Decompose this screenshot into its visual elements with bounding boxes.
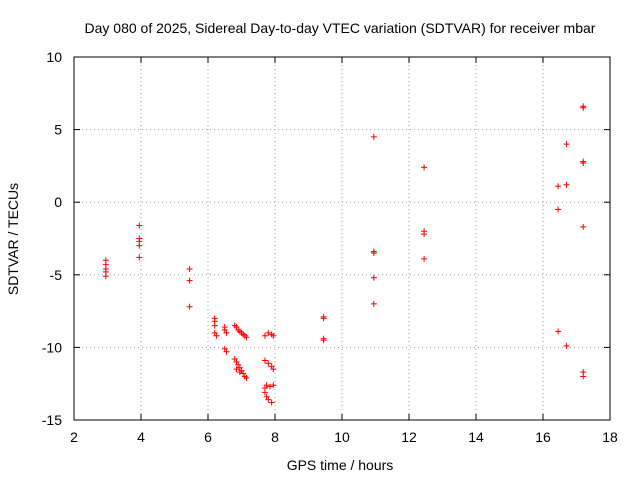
- y-tick-label: 5: [54, 122, 62, 138]
- data-point: [243, 374, 250, 381]
- data-point: [261, 357, 268, 364]
- data-point: [370, 250, 377, 257]
- data-point: [236, 369, 243, 376]
- data-point: [580, 223, 587, 230]
- data-point: [223, 329, 230, 336]
- data-point: [136, 222, 143, 229]
- data-point: [263, 382, 270, 389]
- y-tick-label: -10: [42, 339, 62, 355]
- data-point: [211, 322, 218, 329]
- data-point: [265, 360, 272, 367]
- y-tick-label: 0: [54, 194, 62, 210]
- x-tick-label: 2: [70, 429, 78, 445]
- data-point: [563, 342, 570, 349]
- data-point: [270, 366, 277, 373]
- data-point: [421, 231, 428, 238]
- x-tick-label: 8: [271, 429, 279, 445]
- data-point: [265, 396, 272, 403]
- data-point: [186, 265, 193, 272]
- chart-title: Day 080 of 2025, Sidereal Day-to-day VTE…: [85, 20, 596, 36]
- x-tick-label: 12: [401, 429, 417, 445]
- data-point: [555, 206, 562, 213]
- grid-lines: [74, 57, 610, 420]
- data-point: [213, 332, 220, 339]
- data-point: [261, 389, 268, 396]
- data-point: [265, 329, 272, 336]
- data-point: [243, 334, 250, 341]
- data-point: [270, 382, 277, 389]
- data-point: [370, 274, 377, 281]
- data-point: [580, 159, 587, 166]
- x-axis-label: GPS time / hours: [287, 457, 394, 473]
- x-tick-label: 6: [204, 429, 212, 445]
- x-tick-label: 18: [602, 429, 618, 445]
- y-tick-label: -15: [42, 412, 62, 428]
- data-point: [370, 300, 377, 307]
- data-point: [136, 242, 143, 249]
- data-point: [370, 133, 377, 140]
- data-points: [102, 103, 587, 406]
- data-point: [563, 141, 570, 148]
- data-point: [136, 254, 143, 261]
- data-point: [233, 366, 240, 373]
- x-tick-label: 16: [535, 429, 551, 445]
- data-point: [186, 277, 193, 284]
- data-point: [266, 383, 273, 390]
- data-point: [320, 315, 327, 322]
- data-point: [563, 181, 570, 188]
- x-tick-label: 4: [137, 429, 145, 445]
- data-point: [223, 348, 230, 355]
- data-point: [268, 399, 275, 406]
- x-tick-label: 14: [468, 429, 484, 445]
- data-point: [580, 104, 587, 111]
- data-point: [555, 328, 562, 335]
- data-point: [421, 255, 428, 262]
- x-tick-label: 10: [334, 429, 350, 445]
- data-point: [261, 332, 268, 339]
- data-point: [555, 183, 562, 190]
- data-point: [421, 164, 428, 171]
- data-point: [102, 273, 109, 280]
- data-point: [270, 332, 277, 339]
- y-axis-label: SDTVAR / TECUs: [5, 183, 21, 295]
- y-tick-label: -5: [50, 267, 63, 283]
- data-point: [320, 337, 327, 344]
- data-point: [580, 373, 587, 380]
- data-point: [186, 303, 193, 310]
- y-tick-label: 10: [46, 49, 62, 65]
- axis-ticks: 2 4 6 8 10 12 14 16 18 -15 -10 -5 0 5 10: [42, 49, 618, 445]
